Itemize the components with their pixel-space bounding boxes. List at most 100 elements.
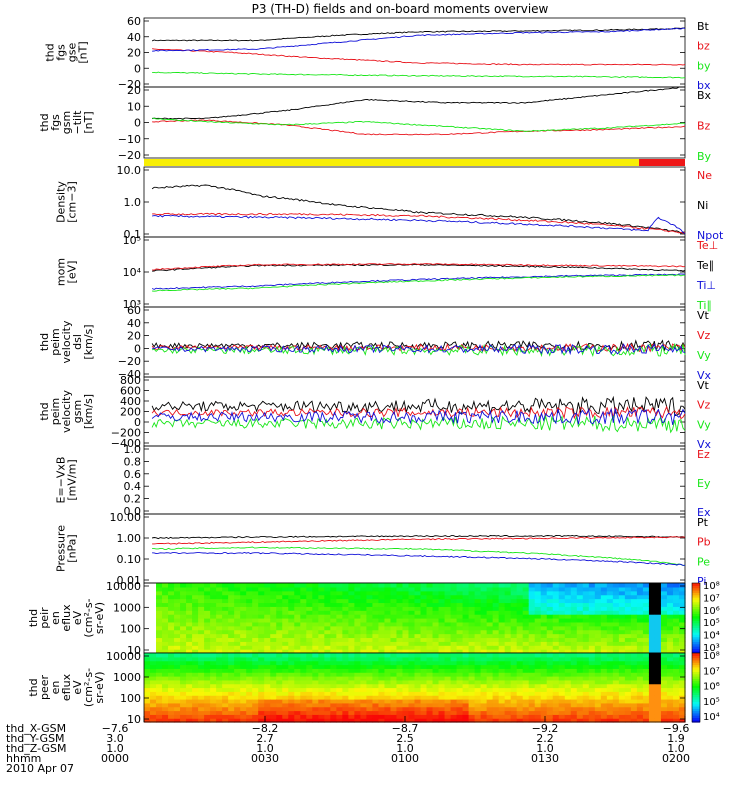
spectrogram-cell [192,618,199,623]
spectrogram-cell [312,695,319,700]
spectrogram-cell [240,714,247,719]
spectrogram-cell [354,637,361,642]
spectrogram-cell [672,641,680,646]
spectrogram-cell [402,668,410,673]
spectrogram-cell [606,660,614,666]
spectrogram-cell [582,653,590,658]
spectrogram-cell [246,679,253,685]
spectrogram-cell [300,610,307,615]
spectrogram-cell [150,702,157,708]
spectrogram-cell [492,625,500,631]
spectrogram-cell [474,649,482,654]
spectrogram-cell [558,649,566,654]
spectrogram-cell [270,695,277,700]
spectrogram-cell [186,618,193,623]
spectrogram-cell [390,586,398,592]
spectrogram-cell [540,706,548,712]
spectrogram-cell [546,656,554,662]
spectrogram-cell [366,625,374,631]
spectrogram-cell [336,702,343,708]
spectrogram-cell [360,610,368,615]
spectrogram-cell [600,629,608,635]
spectrogram-cell [252,695,259,700]
spectrogram-cell [156,683,163,689]
spectrogram-cell [180,691,187,696]
spectrogram-cell [168,583,175,588]
spectrogram-cell [540,699,548,704]
spectrogram-cell [642,714,650,719]
spectrogram-cell [600,676,608,681]
spectrogram-cell [294,598,301,604]
spectrogram-cell [588,706,596,712]
spectrogram-cell [348,702,355,708]
spectrogram-cell [546,649,554,654]
spectrogram-cell [576,629,584,635]
spectrogram-cell [630,679,638,685]
spectrogram-cell [510,618,518,623]
spectrogram-cell [618,594,626,600]
spectrogram-cell [558,614,566,619]
spectrogram-cell [396,633,404,639]
spectrogram-cell [288,687,295,692]
spectrogram-cell [600,618,608,623]
spectrogram-cell [642,653,650,658]
spectrogram-cell [486,695,494,700]
spectrogram-cell [492,637,500,642]
spectrogram-cell [456,629,464,635]
spectrogram-cell [594,699,602,704]
spectrogram-cell [162,679,169,685]
colorbar-cell [692,705,700,709]
spectrogram-cell [624,714,632,719]
spectrogram-cell [312,618,319,623]
spectrogram-cell [366,598,374,604]
spectrogram-cell [204,637,211,642]
colorbar-cell [692,599,700,603]
spectrogram-cell [480,656,488,662]
spectrogram-cell [270,621,277,627]
spectrogram-cell [642,702,650,708]
spectrogram-cell [558,679,566,685]
spectrogram-cell [588,637,596,642]
spectrogram-cell [408,590,416,596]
spectrogram-cell [408,645,416,650]
spectrogram-cell [660,695,668,700]
spectrogram-cell [558,633,566,639]
spectrogram-cell [576,625,584,631]
y-tick-label: 0.01 [117,574,142,587]
y-axis-label: eV [71,610,84,625]
spectrogram-cell [606,714,614,719]
spectrogram-cell [174,637,181,642]
spectrogram-cell [168,679,175,685]
spectrogram-cell [672,618,680,623]
spectrogram-cell [576,614,584,619]
spectrogram-cell [336,637,343,642]
spectrogram-cell [402,645,410,650]
spectrogram-cell [288,598,295,604]
spectrogram-cell [426,641,434,646]
spectrogram-cell [420,649,428,654]
spectrogram-cell [432,668,440,673]
y-tick-label: 100 [120,623,141,636]
spectrogram-cell [582,586,590,592]
spectrogram-cell [330,699,337,704]
spectrogram-cell [246,672,253,677]
spectrogram-cell [222,660,229,666]
colorbar-cell [692,622,700,626]
spectrogram-cell [396,660,404,666]
spectrogram-cell [234,710,241,715]
spectrogram-cell [492,695,500,700]
spectrogram-cell [420,687,428,692]
spectrogram-cell [642,645,650,650]
spectrogram-cell [624,598,632,604]
spectrogram-cell [180,668,187,673]
spectrogram-cell [606,621,614,627]
spectrogram-cell [396,653,404,658]
spectrogram-cell [348,637,355,642]
spectrogram-cell [468,637,476,642]
spectrogram-cell [168,691,175,696]
spectrogram-cell [222,656,229,662]
spectrogram-cell [504,614,512,619]
spectrogram-cell [264,710,271,715]
spectrogram-cell [678,602,686,607]
spectrogram-cell [372,683,380,689]
